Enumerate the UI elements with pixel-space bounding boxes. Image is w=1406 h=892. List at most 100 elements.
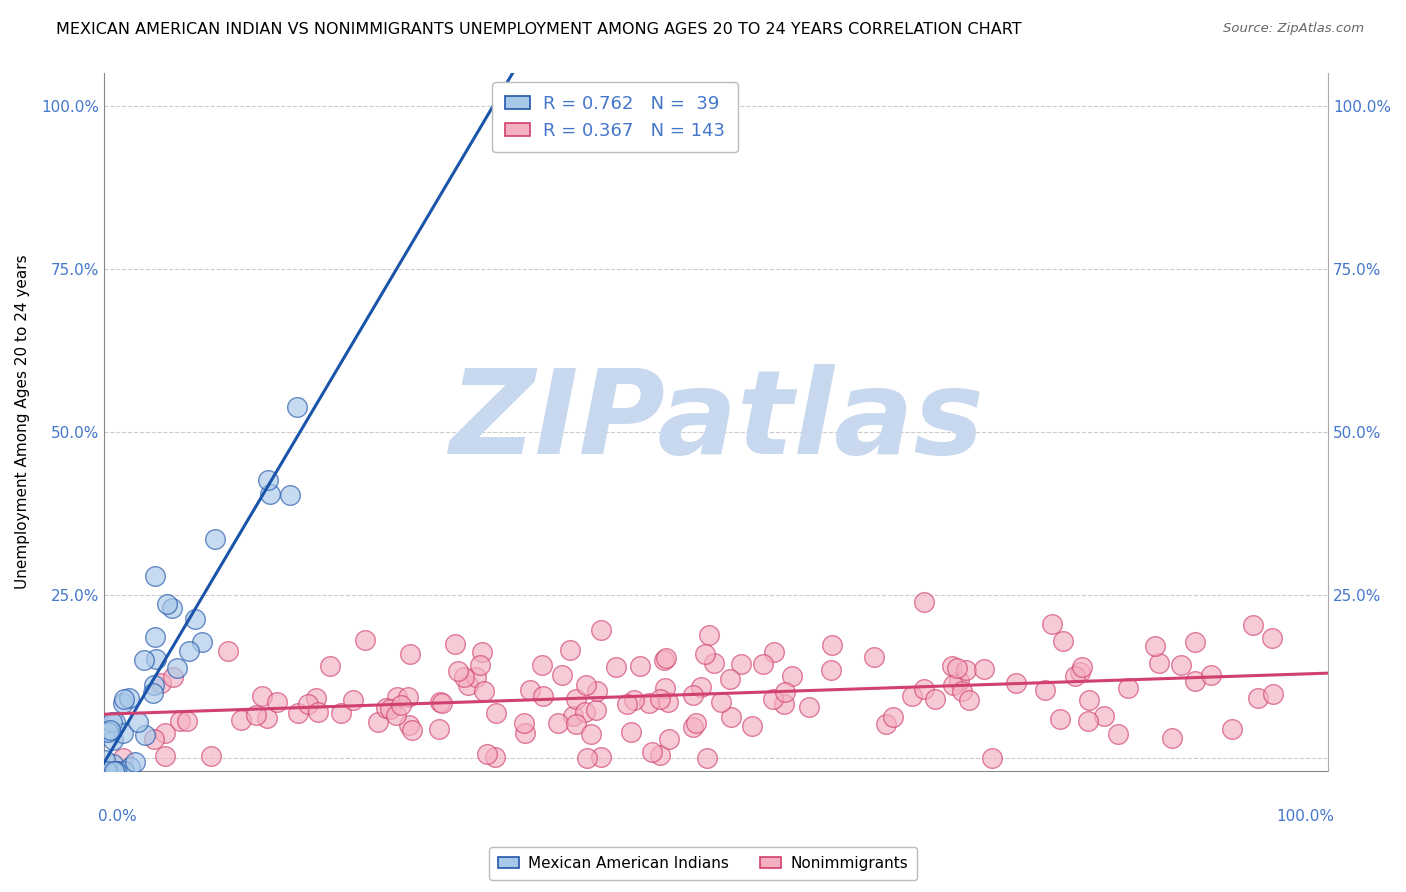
Point (266, 695, 288, 709)
Point (118, 759, 141, 773)
Point (1184, 635, 1206, 649)
Point (1077, 714, 1099, 728)
Point (1261, 687, 1284, 701)
Point (145, 652, 167, 666)
Point (103, 732, 125, 747)
Point (531, 689, 554, 703)
Text: 100.0%: 100.0% (1277, 809, 1334, 824)
Point (143, 568, 166, 582)
Point (1246, 690, 1268, 705)
Point (605, 659, 627, 673)
Point (153, 726, 176, 740)
Point (945, 661, 967, 675)
Point (551, 668, 574, 682)
Point (112, 691, 135, 706)
Point (453, 670, 475, 684)
Point (169, 714, 191, 728)
Point (697, 628, 720, 642)
Point (1033, 682, 1056, 697)
Point (105, 764, 128, 778)
Point (730, 657, 752, 672)
Point (124, 755, 146, 769)
Point (652, 653, 675, 667)
Point (658, 731, 681, 746)
Point (191, 635, 214, 649)
Point (575, 678, 598, 692)
Point (398, 690, 420, 705)
Point (111, 726, 134, 740)
Point (143, 678, 166, 692)
Point (586, 684, 609, 698)
Point (685, 715, 707, 730)
Point (558, 643, 581, 657)
Point (319, 659, 342, 673)
Point (468, 657, 491, 672)
Point (773, 685, 796, 699)
Point (973, 662, 995, 676)
Point (217, 643, 239, 657)
Point (134, 728, 156, 742)
Point (574, 705, 596, 719)
Point (1144, 639, 1167, 653)
Point (1241, 618, 1264, 632)
Point (957, 692, 980, 706)
Point (565, 691, 588, 706)
Point (619, 725, 641, 739)
Point (399, 647, 422, 661)
Point (623, 693, 645, 707)
Point (245, 708, 267, 723)
Point (1170, 658, 1192, 673)
Point (389, 698, 412, 713)
Point (305, 690, 328, 705)
Point (655, 651, 678, 665)
Point (229, 713, 252, 727)
Point (204, 532, 226, 546)
Point (1161, 731, 1184, 745)
Point (112, 764, 135, 778)
Point (278, 488, 301, 502)
Point (398, 718, 420, 732)
Point (401, 723, 423, 737)
Point (513, 716, 536, 731)
Point (648, 692, 671, 706)
Point (256, 473, 278, 487)
Point (96, 764, 118, 778)
Point (585, 703, 607, 717)
Point (353, 632, 375, 647)
Point (948, 673, 970, 688)
Point (177, 643, 200, 657)
Point (143, 732, 166, 747)
Point (1064, 669, 1087, 683)
Point (648, 747, 671, 762)
Point (654, 681, 676, 695)
Point (104, 714, 127, 729)
Point (457, 678, 479, 692)
Point (485, 706, 508, 721)
Point (443, 637, 465, 651)
Point (703, 656, 725, 670)
Point (720, 710, 742, 724)
Point (1049, 712, 1071, 726)
Point (955, 663, 977, 677)
Point (1116, 681, 1139, 695)
Point (682, 688, 704, 702)
Point (166, 661, 188, 675)
Point (628, 659, 651, 673)
Point (576, 750, 599, 764)
Point (875, 717, 897, 731)
Text: ZIPatlas: ZIPatlas (449, 364, 983, 479)
Point (762, 692, 785, 706)
Point (912, 595, 935, 609)
Point (375, 700, 398, 714)
Point (367, 714, 389, 729)
Point (156, 597, 179, 611)
Point (342, 693, 364, 707)
Point (427, 723, 450, 737)
Point (513, 725, 536, 739)
Point (950, 684, 973, 698)
Point (1092, 708, 1115, 723)
Point (429, 695, 451, 709)
Point (1184, 674, 1206, 689)
Point (1261, 631, 1284, 645)
Point (297, 697, 319, 711)
